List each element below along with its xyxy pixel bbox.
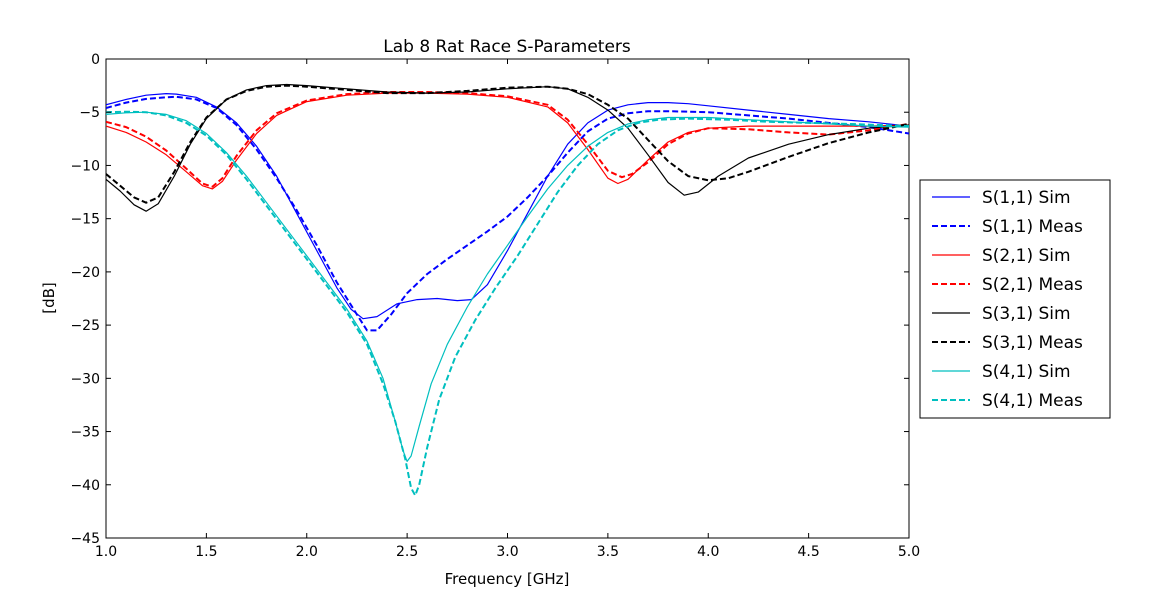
- legend-box: [919, 179, 1111, 419]
- chart-title: Lab 8 Rat Race S-Parameters: [383, 37, 631, 57]
- legend-label: S(1,1) Sim: [982, 188, 1071, 208]
- legend-items: S(1,1) Sim S(1,1) Meas S(2,1) Sim S(2,1) Me…: [932, 188, 1083, 411]
- y-tick-label: −40: [70, 478, 100, 494]
- y-axis-label: [dB]: [40, 282, 58, 314]
- y-tick-label: −45: [70, 531, 100, 547]
- x-tick-label: 4.0: [697, 544, 719, 560]
- legend-label: S(4,1) Meas: [982, 391, 1083, 411]
- series-line-2: [106, 95, 909, 332]
- y-tick-label: −25: [70, 318, 100, 334]
- x-tick-label: 1.5: [195, 544, 217, 560]
- x-tick-label: 4.5: [797, 544, 819, 560]
- plot-area: [105, 58, 910, 539]
- legend-label: S(3,1) Sim: [982, 304, 1071, 324]
- legend-label: S(1,1) Meas: [982, 217, 1083, 237]
- legend-label: S(2,1) Sim: [982, 246, 1071, 266]
- y-tick-label: −15: [70, 212, 100, 228]
- series-line-6: [106, 84, 909, 204]
- x-tick-label: 3.0: [496, 544, 518, 560]
- legend-label: S(4,1) Sim: [982, 362, 1071, 382]
- series-line-5: [106, 83, 909, 212]
- series-line-8: [106, 110, 909, 497]
- x-tick-label: 5.0: [898, 544, 920, 560]
- x-tick-label: 1.0: [95, 544, 117, 560]
- y-tick-label: 0: [91, 52, 100, 68]
- series-layer: [106, 83, 909, 497]
- series-line-7: [106, 111, 909, 462]
- tick-layer: 1.0 1.5 2.0 2.5 3.0 3.5 4.0 4.5 5.0 0 −5 −10 −15 −20 −…: [70, 52, 920, 560]
- x-tick-label: 3.5: [597, 544, 619, 560]
- legend-label: S(2,1) Meas: [982, 275, 1083, 295]
- y-tick-label: −5: [79, 105, 100, 121]
- y-tick-label: −30: [70, 371, 100, 387]
- x-tick-label: 2.0: [296, 544, 318, 560]
- y-tick-label: −10: [70, 158, 100, 174]
- y-tick-label: −20: [70, 265, 100, 281]
- legend-label: S(3,1) Meas: [982, 333, 1083, 353]
- y-tick-label: −35: [70, 425, 100, 441]
- x-axis-label: Frequency [GHz]: [445, 570, 570, 588]
- legend: S(1,1) Sim S(1,1) Meas S(2,1) Sim S(2,1) Me…: [919, 179, 1111, 419]
- x-tick-label: 2.5: [396, 544, 418, 560]
- series-line-4: [106, 91, 909, 188]
